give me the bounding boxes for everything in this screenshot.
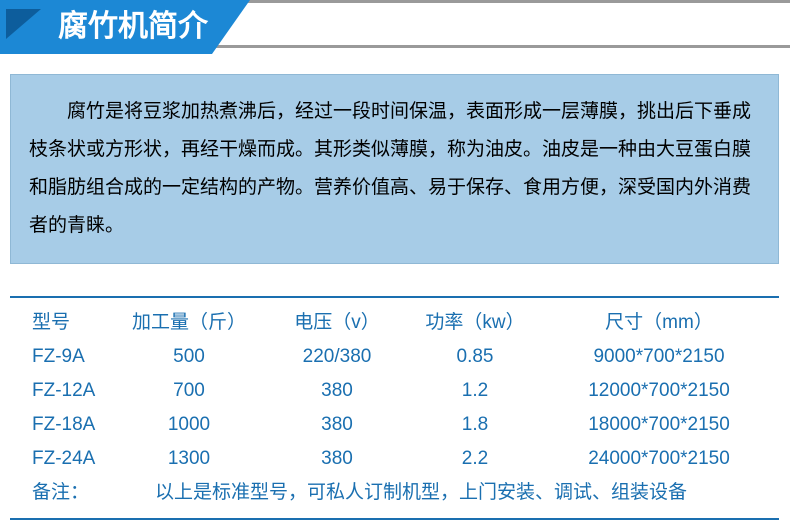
table-header-row: 型号 加工量（斤） 电压（v） 功率（kw） 尺寸（mm）	[10, 306, 779, 340]
cell-voltage: 380	[263, 444, 411, 474]
header-power: 功率（kw）	[411, 308, 539, 338]
table-row: FZ-24A 1300 380 2.2 24000*700*2150	[10, 442, 779, 476]
remark-text: 以上是标准型号，可私人订制机型，上门安装、调试、组装设备	[115, 478, 779, 508]
cell-voltage: 380	[263, 410, 411, 440]
cell-model: FZ-12A	[10, 376, 115, 406]
header-capacity: 加工量（斤）	[115, 308, 263, 338]
description-text: 腐竹是将豆浆加热煮沸后，经过一段时间保温，表面形成一层薄膜，挑出后下垂成枝条状或…	[29, 93, 760, 245]
remark-label: 备注：	[10, 478, 115, 508]
cell-size: 24000*700*2150	[539, 444, 779, 474]
cell-voltage: 380	[263, 376, 411, 406]
cell-capacity: 500	[115, 342, 263, 372]
cell-capacity: 700	[115, 376, 263, 406]
cell-voltage: 220/380	[263, 342, 411, 372]
cell-power: 1.8	[411, 410, 539, 440]
table-row: FZ-12A 700 380 1.2 12000*700*2150	[10, 374, 779, 408]
cell-size: 18000*700*2150	[539, 410, 779, 440]
cell-capacity: 1000	[115, 410, 263, 440]
cell-size: 9000*700*2150	[539, 342, 779, 372]
cell-model: FZ-24A	[10, 444, 115, 474]
page-title: 腐竹机简介	[58, 10, 208, 43]
table-row: FZ-18A 1000 380 1.8 18000*700*2150	[10, 408, 779, 442]
cell-size: 12000*700*2150	[539, 376, 779, 406]
title-bar: 腐竹机简介	[0, 0, 790, 48]
spec-table: 型号 加工量（斤） 电压（v） 功率（kw） 尺寸（mm） FZ-9A 500 …	[10, 296, 779, 520]
header-voltage: 电压（v）	[263, 308, 411, 338]
header-size: 尺寸（mm）	[539, 308, 779, 338]
cell-model: FZ-18A	[10, 410, 115, 440]
table-remark-row: 备注： 以上是标准型号，可私人订制机型，上门安装、调试、组装设备	[10, 476, 779, 510]
description-block: 腐竹是将豆浆加热煮沸后，经过一段时间保温，表面形成一层薄膜，挑出后下垂成枝条状或…	[10, 74, 779, 264]
cell-power: 0.85	[411, 342, 539, 372]
cell-power: 1.2	[411, 376, 539, 406]
cell-capacity: 1300	[115, 444, 263, 474]
cell-model: FZ-9A	[10, 342, 115, 372]
table-row: FZ-9A 500 220/380 0.85 9000*700*2150	[10, 340, 779, 374]
header-model: 型号	[10, 308, 115, 338]
cell-power: 2.2	[411, 444, 539, 474]
decor-triangle	[6, 9, 41, 39]
